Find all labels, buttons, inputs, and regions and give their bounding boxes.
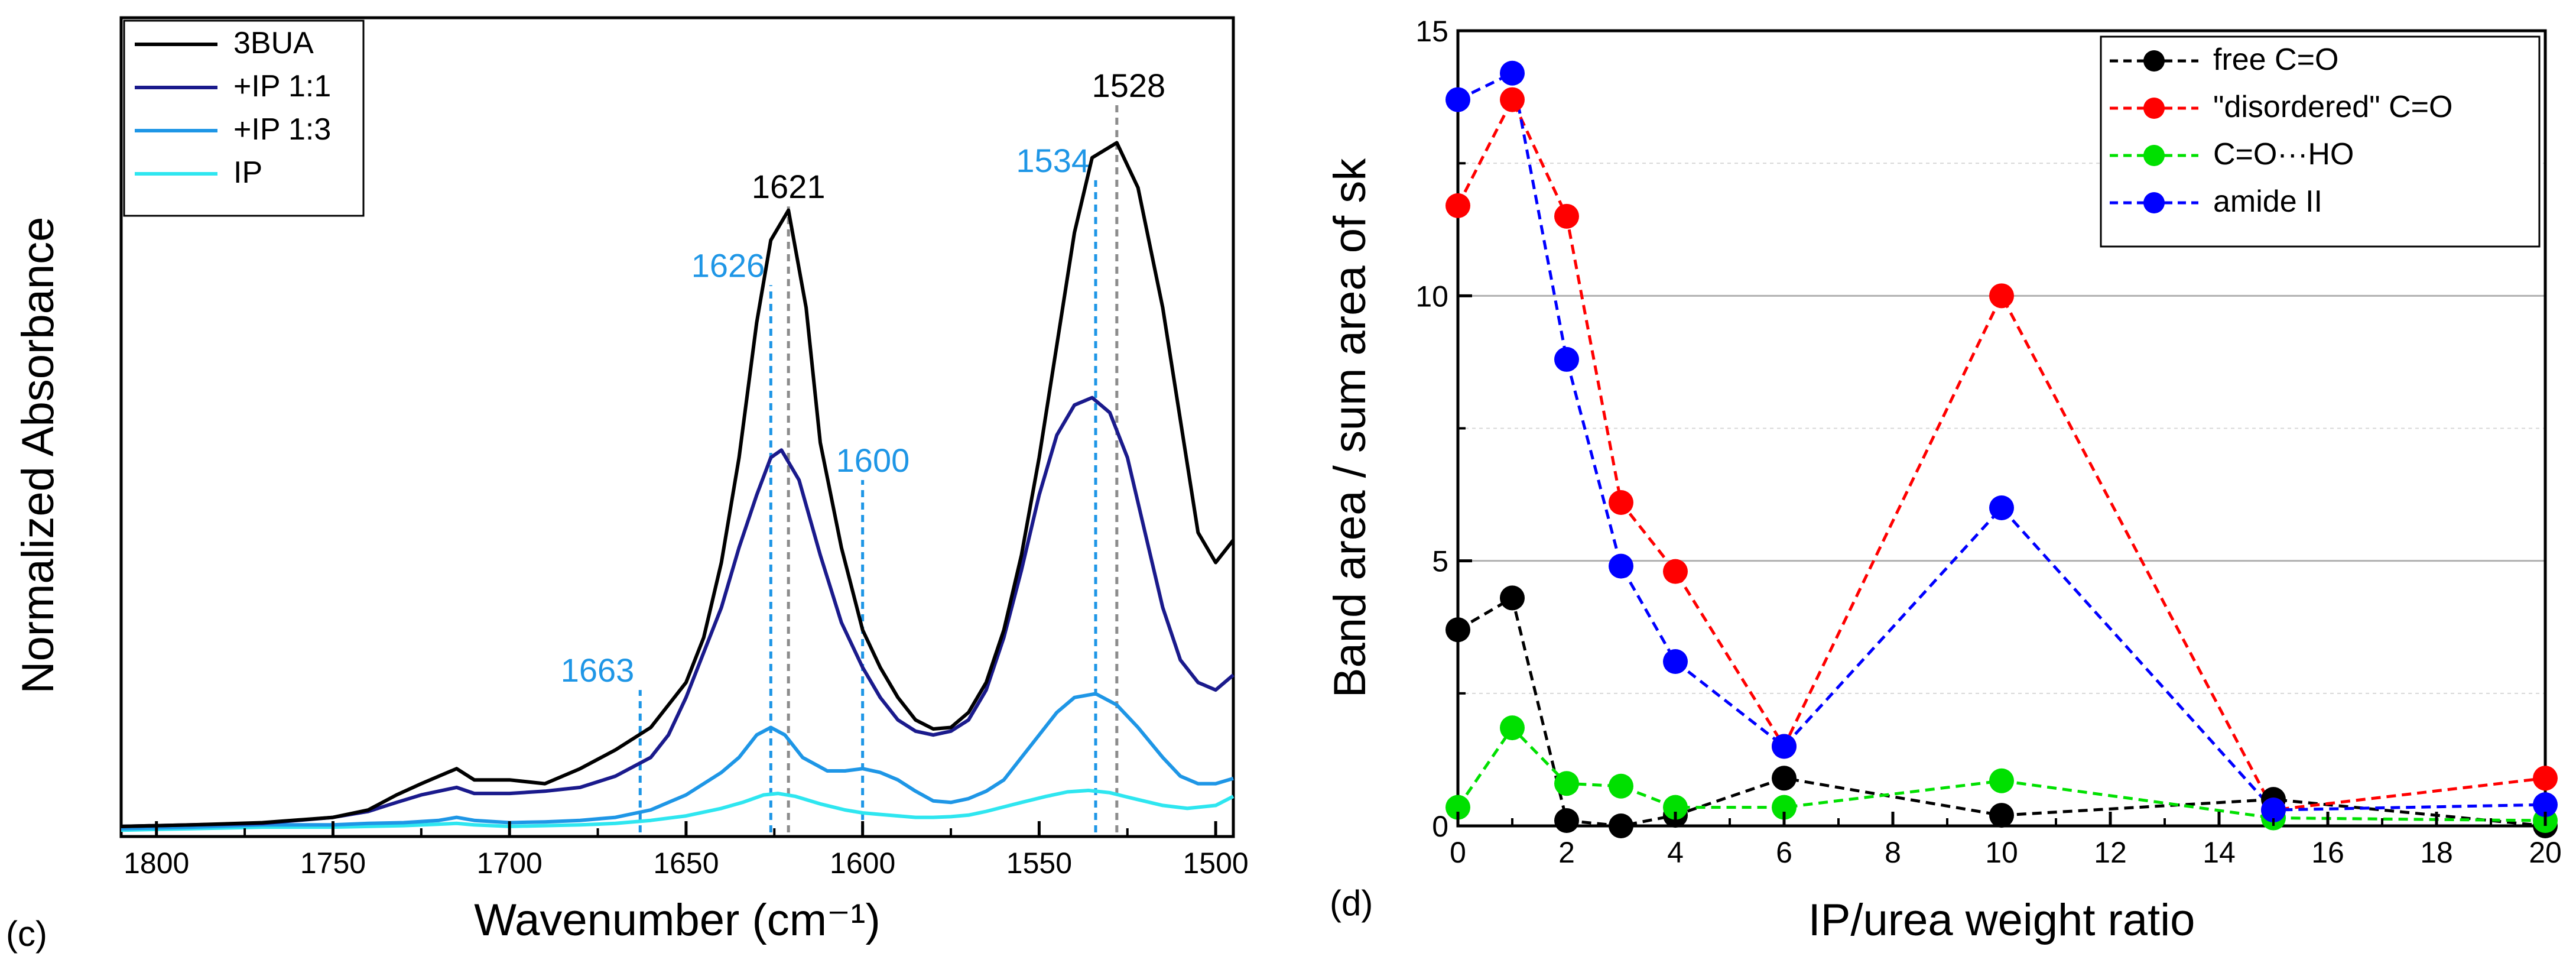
band-area-point	[1989, 283, 2014, 309]
band-area-point	[2261, 798, 2286, 823]
band-area-point	[2533, 766, 2558, 791]
band-area-point	[1772, 795, 1797, 820]
spectra-legend-label: +IP 1:3	[233, 112, 331, 147]
band-area-point	[1500, 585, 1525, 611]
band-area-legend-label: "disordered" C=O	[2213, 90, 2452, 124]
spectra-legend-label: 3BUA	[233, 26, 314, 60]
band-area-x-tick-label: 20	[2529, 836, 2562, 869]
band-area-line-3	[1457, 71, 2546, 812]
band-area-point	[1989, 495, 2014, 520]
spectra-x-tick-label: 1700	[477, 847, 543, 880]
band-area-point	[1445, 795, 1470, 820]
band-area-point	[1445, 87, 1470, 112]
spectra-legend-label: +IP 1:1	[233, 69, 331, 103]
band-area-y-axis-title: Band area / sum area of sk	[1325, 158, 1375, 698]
band-area-point	[1500, 87, 1525, 112]
spectra-x-tick-label: 1600	[830, 847, 895, 880]
peak-label-1528: 1528	[1092, 67, 1166, 104]
spectra-legend-label: IP	[233, 155, 262, 190]
peak-label-1621: 1621	[752, 168, 826, 205]
band-area-point	[1445, 617, 1470, 643]
band-area-legend-swatch-marker	[2143, 98, 2165, 119]
band-area-point	[1500, 60, 1525, 86]
band-area-x-tick-label: 12	[2094, 836, 2127, 869]
band-area-x-tick-label: 4	[1667, 836, 1684, 869]
band-area-point	[2533, 792, 2558, 818]
band-area-y-tick-label: 15	[1415, 15, 1448, 48]
band-area-x-tick-label: 6	[1776, 836, 1792, 869]
band-area-legend-swatch-marker	[2143, 145, 2165, 166]
band-area-y-axis: 0 5 10 15	[1415, 15, 1472, 843]
spectra-legend-box	[123, 20, 365, 217]
band-area-point	[1772, 734, 1797, 759]
spectrum-line-0	[121, 141, 1235, 828]
panel-label-d: (d)	[1330, 883, 1373, 923]
band-area-point	[1772, 766, 1797, 791]
band-area-y-tick-label: 10	[1415, 280, 1448, 313]
band-area-x-tick-label: 18	[2420, 836, 2453, 869]
spectra-x-tick-label: 1500	[1183, 847, 1249, 880]
band-area-x-tick-label: 16	[2311, 836, 2344, 869]
spectra-x-tick-label: 1550	[1006, 847, 1072, 880]
band-area-point	[1554, 771, 1579, 796]
spectra-x-tick-label: 1750	[300, 847, 366, 880]
band-area-point	[1663, 559, 1688, 584]
spectra-y-axis-title: Normalized Absorbance	[13, 217, 63, 694]
band-area-legend-label: amide II	[2213, 184, 2322, 219]
spectra-x-axis: 1800 1750 1700 1650 1600 1550 1500	[124, 821, 1249, 880]
band-area-legend: free C=O "disordered" C=O C=O···HO amide II	[2100, 35, 2541, 248]
spectrum-line-2	[121, 692, 1234, 831]
band-area-x-tick-label: 2	[1558, 836, 1575, 869]
band-area-x-tick-label: 8	[1885, 836, 1901, 869]
peak-label-1663: 1663	[561, 651, 635, 689]
peak-label-1534: 1534	[1016, 142, 1090, 179]
band-area-point	[1609, 490, 1633, 516]
spectrum-line-1	[121, 396, 1235, 828]
band-area-point	[1554, 346, 1579, 372]
band-area-y-tick-label: 5	[1432, 545, 1448, 578]
spectra-x-tick-label: 1650	[653, 847, 719, 880]
band-area-x-tick-label: 10	[1985, 836, 2018, 869]
spectrum-line-3	[121, 789, 1235, 832]
peak-label-1600: 1600	[836, 442, 910, 479]
band-area-legend-label: free C=O	[2213, 43, 2338, 77]
band-area-point	[1989, 768, 2014, 793]
band-area-line-1	[1456, 96, 2546, 812]
band-area-point	[1609, 553, 1633, 579]
band-area-legend-box	[2100, 35, 2541, 248]
peak-label-1626: 1626	[691, 247, 765, 284]
band-area-x-axis-title: IP/urea weight ratio	[1808, 895, 2195, 945]
band-area-x-tick-label: 0	[1450, 836, 1466, 869]
spectra-panel: 1528 1621 1534 1626 1600 1663 1800 1750 1700 165…	[6, 16, 1249, 954]
band-area-point	[1609, 773, 1633, 799]
spectra-x-tick-label: 1800	[124, 847, 189, 880]
band-area-legend-label: C=O···HO	[2213, 137, 2354, 171]
spectra-series	[121, 141, 1235, 832]
band-area-y-tick-label: 0	[1432, 810, 1448, 843]
spectra-legend: 3BUA +IP 1:1 +IP 1:3 IP	[123, 20, 365, 217]
band-area-point	[1663, 795, 1688, 820]
band-area-point	[1554, 203, 1579, 229]
band-area-point	[1445, 193, 1470, 218]
spectra-x-axis-title: Wavenumber (cm⁻¹)	[474, 895, 881, 945]
band-area-point	[1663, 649, 1688, 675]
panel-label-c: (c)	[6, 914, 47, 954]
band-area-legend-swatch-marker	[2143, 192, 2165, 213]
spectra-plot-frame	[119, 16, 1235, 838]
peak-annotations: 1528 1621 1534 1626 1600 1663	[561, 67, 1165, 832]
band-area-x-axis: 0 2 4 6 8 10 12 14 16 18 20	[1450, 812, 2562, 869]
band-area-x-tick-label: 14	[2203, 836, 2236, 869]
band-area-legend-swatch-marker	[2143, 50, 2165, 72]
band-area-panel: 0 2 4 6 8 10 12 14 16 18 20 0 5 10 15 free C=O "disord…	[1325, 15, 2562, 945]
band-area-point	[1500, 715, 1525, 741]
